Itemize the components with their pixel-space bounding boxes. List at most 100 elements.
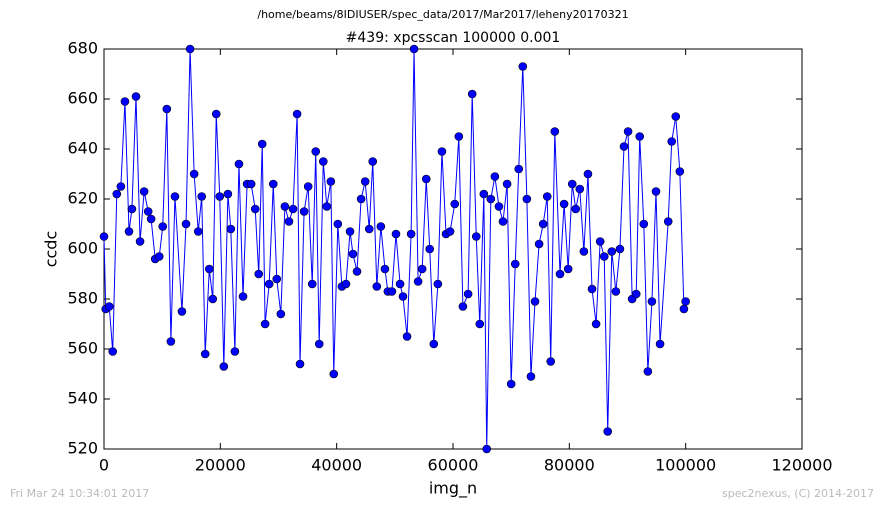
data-point xyxy=(127,204,137,214)
data-point xyxy=(522,194,532,204)
data-point xyxy=(154,252,164,261)
data-point xyxy=(288,204,298,214)
data-point xyxy=(402,332,412,341)
data-point xyxy=(433,279,443,289)
x-tick-label: 80000 xyxy=(544,456,595,475)
data-point xyxy=(376,222,386,231)
data-point xyxy=(170,192,180,201)
y-tick-label: 680 xyxy=(67,39,98,58)
data-point xyxy=(257,139,267,149)
data-point xyxy=(223,189,233,199)
data-point xyxy=(445,227,455,236)
data-point xyxy=(647,297,657,306)
data-point xyxy=(567,179,577,189)
data-point xyxy=(526,372,536,381)
data-point xyxy=(667,137,677,146)
data-point xyxy=(181,219,191,229)
data-point xyxy=(112,189,122,199)
data-point xyxy=(429,339,439,349)
data-point xyxy=(139,187,149,196)
data-point xyxy=(518,62,528,71)
data-point xyxy=(530,297,540,306)
data-point xyxy=(542,192,552,201)
data-point xyxy=(295,359,305,369)
data-point xyxy=(215,192,225,201)
data-point xyxy=(463,289,473,299)
data-point xyxy=(538,219,548,229)
y-tick-label: 560 xyxy=(67,339,98,358)
data-point xyxy=(264,279,274,289)
data-point xyxy=(575,184,585,194)
data-point xyxy=(391,229,401,239)
data-point xyxy=(211,109,221,119)
data-point xyxy=(333,219,343,229)
data-point xyxy=(563,264,573,274)
data-point xyxy=(467,89,477,99)
data-point xyxy=(623,127,633,136)
data-point xyxy=(299,207,309,216)
data-point xyxy=(99,232,109,241)
data-point xyxy=(398,292,408,301)
y-tick-label: 640 xyxy=(67,139,98,158)
data-point xyxy=(314,339,324,349)
chart-title: #439: xpcsscan 100000 0.001 xyxy=(346,30,561,46)
data-point xyxy=(421,174,431,184)
data-point xyxy=(409,44,419,54)
data-point xyxy=(675,167,685,176)
y-tick-label: 620 xyxy=(67,189,98,208)
data-point xyxy=(250,204,260,214)
data-point xyxy=(546,357,556,366)
data-point xyxy=(639,219,649,229)
data-point xyxy=(534,239,544,249)
data-point xyxy=(135,237,145,246)
data-point xyxy=(189,169,199,179)
data-line xyxy=(103,48,687,450)
data-point xyxy=(583,169,593,179)
data-point xyxy=(655,339,665,349)
data-point xyxy=(479,189,489,199)
x-tick-label: 120000 xyxy=(771,456,832,475)
x-tick-label: 100000 xyxy=(655,456,716,475)
data-point xyxy=(143,207,153,216)
data-point xyxy=(272,274,282,284)
data-point xyxy=(108,347,118,356)
x-tick-label: 60000 xyxy=(428,456,479,475)
data-point xyxy=(506,379,516,389)
data-point xyxy=(326,177,336,186)
data-point xyxy=(603,427,613,436)
data-point xyxy=(494,202,504,211)
data-point xyxy=(671,112,681,121)
data-point xyxy=(230,347,240,356)
data-point xyxy=(348,249,358,259)
x-tick-label: 40000 xyxy=(311,456,362,475)
data-point xyxy=(417,264,427,274)
data-point xyxy=(318,157,328,166)
data-point xyxy=(437,147,447,156)
data-point xyxy=(116,182,126,191)
data-point xyxy=(356,194,366,204)
data-point xyxy=(454,132,464,141)
data-point xyxy=(234,159,244,169)
data-point xyxy=(679,304,689,314)
data-point xyxy=(502,179,512,189)
y-tick-label: 660 xyxy=(67,89,98,108)
data-point xyxy=(406,229,416,239)
data-point xyxy=(372,282,382,291)
data-point xyxy=(276,309,286,319)
data-point xyxy=(177,307,187,316)
data-point xyxy=(368,157,378,166)
data-point xyxy=(615,244,625,254)
data-point xyxy=(471,232,481,241)
data-point xyxy=(120,97,130,106)
data-point xyxy=(555,269,565,279)
data-point xyxy=(254,269,264,279)
x-axis-label: img_n xyxy=(429,479,477,499)
data-point xyxy=(166,337,176,346)
data-point xyxy=(380,264,390,274)
data-point xyxy=(341,279,351,289)
data-point xyxy=(450,199,460,209)
data-point xyxy=(607,247,617,256)
data-point xyxy=(458,302,468,311)
data-point xyxy=(571,204,581,214)
data-point xyxy=(226,224,236,234)
